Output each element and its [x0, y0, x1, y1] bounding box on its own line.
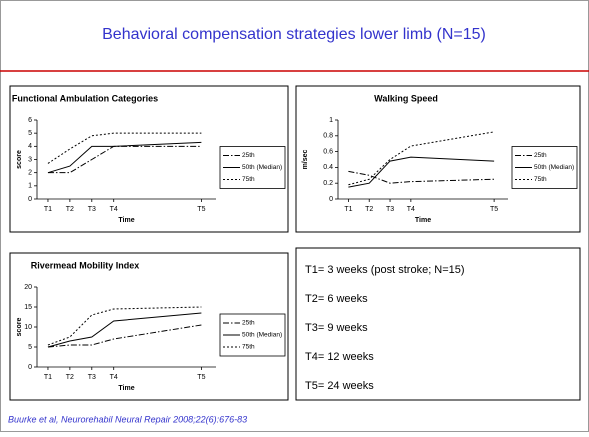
legend-box: [219, 313, 286, 357]
chart-title: Functional Ambulation Categories: [12, 93, 158, 103]
x-tick-label: T1: [344, 206, 352, 213]
legend-label: 25th: [242, 320, 255, 327]
x-axis-label: Time: [118, 385, 134, 392]
y-axis-label: score: [16, 318, 23, 337]
chart-title: Rivermead Mobility Index: [31, 260, 140, 270]
y-tick-label: 0: [28, 196, 32, 203]
x-tick-label: T2: [365, 206, 373, 213]
series-line: [47, 132, 202, 164]
legend-label: 50th (Median): [534, 164, 574, 171]
citation: Buurke et al, Neurorehabil Neural Repair…: [8, 414, 247, 424]
y-tick-label: 0.2: [323, 180, 333, 187]
y-tick-label: 3: [28, 156, 32, 163]
x-tick-label: T5: [197, 206, 205, 213]
x-tick-label: T4: [110, 374, 118, 381]
x-tick-label: T1: [44, 374, 52, 381]
y-tick-label: 5: [28, 130, 32, 137]
y-axis-label: m/sec: [302, 149, 309, 169]
x-axis-label: Time: [118, 217, 134, 224]
legend-label: 50th (Median): [242, 164, 282, 171]
series-line: [47, 312, 202, 348]
x-tick-label: T1: [44, 206, 52, 213]
y-tick-label: 1: [329, 117, 333, 124]
series-line: [47, 145, 202, 174]
note: T2= 6 weeks: [305, 293, 368, 305]
legend-label: 50th (Median): [242, 332, 282, 339]
y-tick-label: 2: [28, 170, 32, 177]
y-tick-label: 0: [28, 364, 32, 371]
note: T5= 24 weeks: [305, 380, 374, 392]
y-tick-label: 15: [24, 304, 32, 311]
legend-label: 75th: [242, 344, 255, 351]
slide-title: Behavioral compensation strategies lower…: [102, 26, 486, 43]
x-tick-label: T5: [490, 206, 498, 213]
legend-label: 75th: [242, 176, 255, 183]
y-tick-label: 20: [24, 284, 32, 291]
series-line: [47, 324, 202, 348]
chart-title: Walking Speed: [374, 93, 438, 103]
legend-label: 25th: [534, 152, 547, 159]
y-tick-label: 4: [28, 143, 32, 150]
notes-box: [295, 247, 581, 401]
legend-label: 25th: [242, 152, 255, 159]
note: T4= 12 weeks: [305, 351, 374, 363]
y-tick-label: 1: [28, 183, 32, 190]
series-line: [47, 141, 202, 174]
y-tick-label: 10: [24, 324, 32, 331]
y-tick-label: 5: [28, 344, 32, 351]
legend-label: 75th: [534, 176, 547, 183]
x-tick-label: T4: [407, 206, 415, 213]
y-axis-label: score: [16, 150, 23, 169]
series-line: [348, 170, 495, 184]
y-tick-label: 0.8: [323, 133, 333, 140]
x-tick-label: T5: [197, 374, 205, 381]
x-tick-label: T2: [66, 206, 74, 213]
y-tick-label: 0.6: [323, 148, 333, 155]
x-tick-label: T3: [386, 206, 394, 213]
x-tick-label: T2: [66, 374, 74, 381]
x-tick-label: T3: [88, 206, 96, 213]
series-line: [348, 156, 495, 188]
x-tick-label: T4: [110, 206, 118, 213]
x-tick-label: T3: [88, 374, 96, 381]
y-tick-label: 6: [28, 117, 32, 124]
note: T1= 3 weeks (post stroke; N=15): [305, 264, 465, 276]
y-tick-label: 0: [329, 196, 333, 203]
y-tick-label: 0.4: [323, 164, 333, 171]
note: T3= 9 weeks: [305, 322, 368, 334]
x-axis-label: Time: [415, 217, 431, 224]
